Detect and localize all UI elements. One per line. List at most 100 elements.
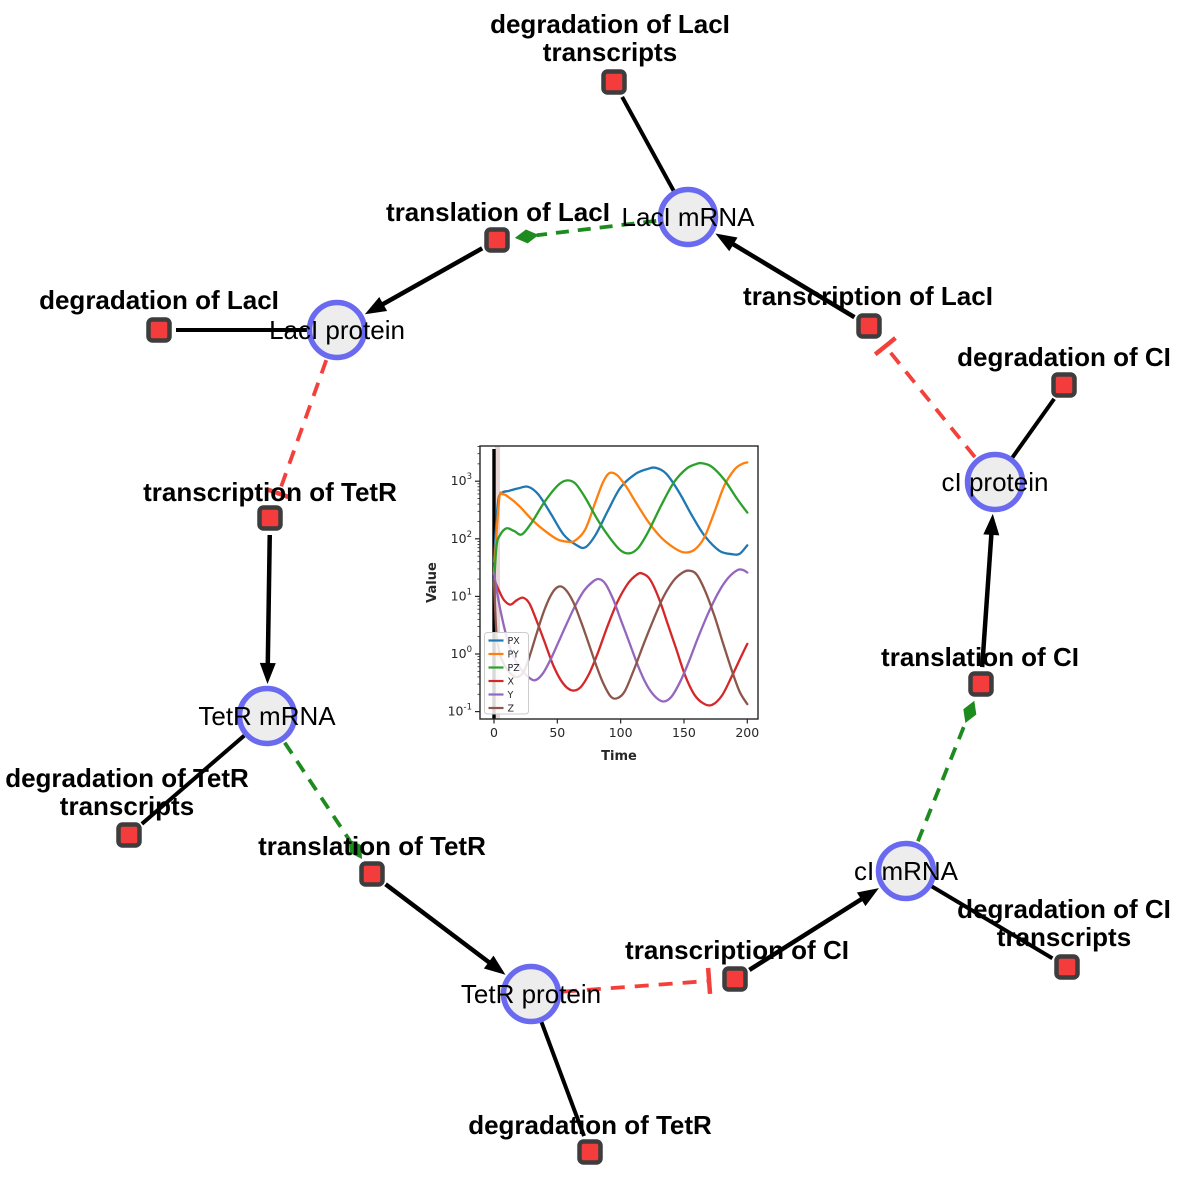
reaction-label-line: degradation of LacI (39, 285, 279, 315)
reaction-label-transcription-ci: transcription of CI (625, 935, 849, 965)
production-line (724, 237, 856, 320)
legend-box (484, 632, 529, 715)
y-tick-exponent: 0 (467, 645, 472, 655)
edge-inhibition-laci-protein-to-transcription-tetr (265, 359, 329, 500)
arrowhead-icon (259, 662, 276, 685)
reaction-label-deg-laci-transcripts: degradation of LacI transcripts (490, 9, 730, 67)
chart-frame (479, 445, 759, 720)
x-axis-label: Time (601, 749, 637, 764)
reaction-node-translation-tetr[interactable] (359, 861, 385, 887)
reaction-node-transcription-tetr[interactable] (257, 505, 283, 531)
reaction-label-transcription-laci: transcription of LacI (743, 281, 993, 311)
y-tick-base: 10 (451, 646, 467, 661)
reaction-node-tetr-mrna-spacer[interactable] (116, 822, 142, 848)
reaction-node-deg-ci[interactable] (1051, 372, 1077, 398)
reaction-node-transcription-laci[interactable] (856, 313, 882, 339)
edge-consumption-tetr-mrna-to-tetr-mrna-spacer (140, 732, 248, 826)
edge-inhibition-ci-protein-to-transcription-laci (873, 336, 977, 459)
reaction-node-deg-tetr[interactable] (577, 1139, 603, 1165)
reaction-label-translation-laci: translation of LacI (386, 197, 610, 227)
arrowhead-icon (483, 955, 506, 975)
species-node-tetr-mrna[interactable] (236, 685, 298, 747)
y-tick-exponent: -1 (464, 703, 472, 713)
edge-production-translation-ci-to-ci-protein (979, 513, 1000, 668)
species-label-ci-mrna: cI mRNA (854, 856, 959, 886)
reaction-label-line: translation of LacI (386, 197, 610, 227)
edge-catalysis-tetr-mrna-to-translation-tetr (283, 741, 363, 860)
reaction-label-line: degradation of CI (957, 894, 1171, 924)
catalysis-line (916, 720, 968, 843)
edge-production-translation-laci-to-laci-protein (364, 246, 484, 315)
reaction-label-line: translation of CI (881, 642, 1079, 672)
legend-label-Y: Y (507, 690, 514, 701)
consumption-line (620, 95, 677, 195)
y-tick-label: 100 (451, 645, 472, 661)
reaction-label-line: transcripts (997, 922, 1131, 952)
legend-label-PX: PX (508, 636, 521, 647)
reaction-label-deg-ci-transcripts: degradation of CI transcripts (957, 894, 1171, 952)
species-label-tetr-protein: TetR protein (461, 979, 601, 1009)
edge-catalysis-laci-mrna-to-translation-laci (514, 218, 657, 244)
consumption-line (1009, 397, 1056, 462)
y-tick-label: 103 (451, 472, 472, 488)
diamond-arrowhead-icon (963, 700, 977, 723)
reaction-label-line: degradation of TetR (5, 763, 249, 793)
diamond-arrowhead-icon (348, 839, 363, 860)
edge-inhibition-tetr-protein-to-transcription-ci (562, 967, 713, 995)
series-curve-X (492, 571, 749, 707)
y-tick-exponent: 2 (467, 530, 472, 540)
inhibition-tbar-icon (873, 336, 897, 357)
reaction-label-tetr-mrna-spacer: degradation of TetR transcripts (5, 763, 249, 821)
reaction-label-line: transcription of LacI (743, 281, 993, 311)
arrowhead-icon (364, 297, 388, 315)
reaction-node-transcription-ci[interactable] (722, 966, 748, 992)
series-curve-PY (492, 461, 749, 575)
edge-production-translation-tetr-to-tetr-protein (384, 882, 506, 975)
initial-transient-band (495, 446, 500, 719)
reaction-label-translation-tetr: translation of TetR (258, 831, 486, 861)
reaction-label-line: transcription of TetR (143, 477, 397, 507)
y-tick-label: 102 (451, 530, 472, 546)
reaction-node-translation-ci[interactable] (968, 671, 994, 697)
diamond-arrowhead-icon (514, 229, 539, 244)
reaction-node-translation-laci[interactable] (484, 227, 510, 253)
inhibition-line (276, 359, 329, 495)
labels-layer: LacI mRNA LacI protein cI protein TetR mRNA… (5, 9, 1171, 1140)
production-line (265, 534, 272, 673)
reaction-label-transcription-tetr: transcription of TetR (143, 477, 397, 507)
inhibition-tbar-icon (265, 487, 292, 500)
edge-production-transcription-ci-to-ci-mrna (748, 888, 879, 972)
production-line (384, 882, 498, 970)
species-label-ci-protein: cI protein (942, 467, 1049, 497)
reaction-node-deg-laci-transcripts[interactable] (601, 69, 627, 95)
species-node-laci-protein[interactable] (306, 299, 368, 361)
inset-timeseries-chart: 0 50 100 150 20010-1100101102103TimeValuePXP… (425, 434, 780, 771)
edge-catalysis-ci-mrna-to-translation-ci (916, 700, 977, 843)
edge-consumption-tetr-protein-to-deg-tetr (538, 1018, 586, 1137)
production-line (979, 525, 995, 668)
species-node-ci-mrna[interactable] (875, 840, 937, 902)
reaction-node-deg-laci[interactable] (146, 317, 172, 343)
x-tick-label: 200 (735, 725, 759, 740)
chart-legend: PX PY PZ XYZ (484, 632, 529, 715)
reaction-label-deg-ci: degradation of CI (957, 342, 1171, 372)
species-label-laci-protein: LacI protein (269, 315, 405, 345)
species-node-ci-protein[interactable] (964, 451, 1026, 513)
reaction-label-line: transcription of CI (625, 935, 849, 965)
edge-consumption-ci-mrna-to-deg-ci-transcripts (928, 883, 1054, 961)
legend-label-PY: PY (508, 650, 520, 661)
edge-consumption-ci-protein-to-deg-ci (1009, 397, 1056, 462)
production-line (748, 892, 870, 972)
species-node-laci-mrna[interactable] (657, 186, 719, 248)
species-label-tetr-mrna: TetR mRNA (198, 701, 336, 731)
y-tick-base: 10 (451, 473, 467, 488)
x-tick-label: 50 (549, 725, 565, 740)
edge-consumption-laci-mrna-to-deg-laci-transcripts (620, 95, 677, 195)
species-node-tetr-protein[interactable] (500, 963, 562, 1025)
y-tick-base: 10 (448, 704, 464, 719)
reaction-node-deg-ci-transcripts[interactable] (1054, 954, 1080, 980)
legend-label-PZ: PZ (508, 663, 521, 674)
nodes-layer (116, 69, 1080, 1165)
